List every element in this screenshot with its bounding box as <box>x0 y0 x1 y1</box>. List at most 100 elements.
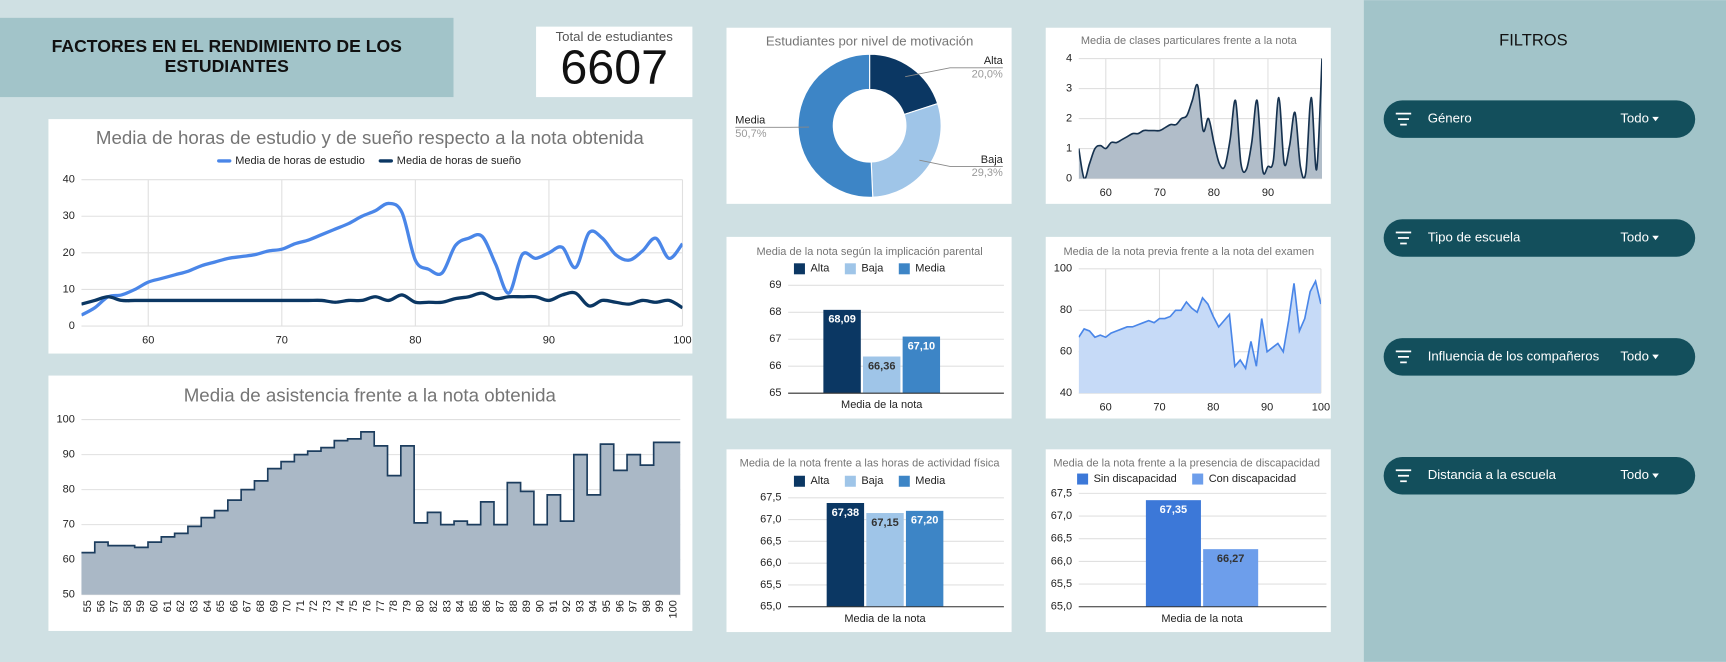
filter-dropdown[interactable]: Tipo de escuela Todo <box>1383 219 1696 257</box>
y-tick-label: 1 <box>1066 142 1072 154</box>
x-tick-label: 80 <box>1207 401 1219 413</box>
x-tick-label: 84 <box>455 600 467 612</box>
x-tick-label: 79 <box>401 600 413 612</box>
x-tick-label: 56 <box>95 600 107 612</box>
y-tick-label: 66,5 <box>760 535 781 547</box>
x-tick-label: 80 <box>409 334 421 346</box>
x-tick-label: 97 <box>628 600 640 612</box>
legend-swatch <box>844 263 856 275</box>
chart: Media de la nota previa frente a la nota… <box>1045 236 1331 419</box>
y-tick-label: 100 <box>1054 263 1072 275</box>
x-tick-label: 57 <box>109 600 121 612</box>
x-tick-label: 90 <box>1261 401 1273 413</box>
x-tick-label: 63 <box>188 600 200 612</box>
y-tick-label: 65 <box>769 387 781 399</box>
legend-swatch <box>793 263 805 275</box>
slice-label: Baja <box>981 154 1004 166</box>
x-tick-label: 86 <box>481 600 493 612</box>
chart-title: Media de la nota frente a las horas de a… <box>740 458 1001 470</box>
x-tick-label: 100 <box>1312 401 1330 413</box>
legend-label: Media de horas de estudio <box>235 155 365 167</box>
x-tick-label: 94 <box>588 600 600 612</box>
y-tick-label: 67,0 <box>760 513 781 525</box>
y-tick-label: 4 <box>1066 52 1072 64</box>
chart-title: Estudiantes por nivel de motivación <box>766 34 973 49</box>
x-tick-label: 60 <box>142 334 154 346</box>
bar-value-label: 67,15 <box>871 517 899 529</box>
bar-value-label: 68,09 <box>828 314 856 326</box>
filter-dropdown[interactable]: Influencia de los compañeros Todo <box>1383 338 1696 376</box>
bar <box>823 309 861 394</box>
bar <box>866 513 904 607</box>
filter-dropdown[interactable]: Género Todo <box>1383 100 1696 138</box>
donut-slice <box>870 102 942 198</box>
x-tick-label: 91 <box>548 600 560 612</box>
x-tick-label: 67 <box>242 600 254 612</box>
legend-label: Sin discapacidad <box>1094 473 1177 485</box>
legend: Alta Baja Media <box>793 263 946 275</box>
bar <box>863 356 901 394</box>
y-tick-label: 65,0 <box>760 601 781 613</box>
kpi-value: 6607 <box>560 40 668 94</box>
filter-value: Todo <box>1620 348 1649 363</box>
step-line <box>81 431 681 554</box>
filter-label: Género <box>1428 111 1472 126</box>
x-tick-label: 100 <box>673 334 691 346</box>
leader-line <box>905 67 1003 78</box>
chart-title: Media de clases particulares frente a la… <box>1081 35 1298 47</box>
x-tick-label: 60 <box>149 600 161 612</box>
y-tick-label: 65,0 <box>1051 601 1072 613</box>
x-tick-label: 90 <box>534 600 546 612</box>
x-tick-label: 96 <box>614 600 626 612</box>
y-tick-label: 66 <box>769 360 781 372</box>
legend-label: Baja <box>861 475 884 487</box>
filter-dropdown[interactable]: Distancia a la escuela Todo <box>1383 457 1696 495</box>
legend: Alta Baja Media <box>793 475 946 487</box>
y-tick-label: 10 <box>63 283 75 295</box>
y-tick-label: 69 <box>769 279 781 291</box>
y-tick-label: 2 <box>1066 112 1072 124</box>
bar <box>902 336 941 394</box>
legend-label: Media <box>915 475 946 487</box>
x-tick-label: 80 <box>415 600 427 612</box>
bar-value-label: 67,10 <box>908 340 936 352</box>
x-tick-label: 59 <box>135 600 147 612</box>
x-tick-label: Media de la nota <box>1161 613 1243 625</box>
x-tick-label: 60 <box>1100 187 1112 199</box>
filter-pill[interactable] <box>1383 457 1696 495</box>
chart: Media de asistencia frente a la nota obt… <box>48 375 693 631</box>
filter-pill[interactable] <box>1383 338 1696 376</box>
filter-pill[interactable] <box>1383 100 1696 138</box>
legend-label: Alta <box>810 475 830 487</box>
legend-swatch <box>898 475 910 487</box>
donut-slice <box>797 53 874 198</box>
filter-label: Tipo de escuela <box>1428 229 1521 244</box>
bar <box>826 502 865 607</box>
x-tick-label: 76 <box>361 600 373 612</box>
x-tick-label: 95 <box>601 600 613 612</box>
x-tick-label: 85 <box>468 600 480 612</box>
header-title: FACTORES EN EL RENDIMIENTO DE LOS ESTUDI… <box>51 37 402 77</box>
area-line <box>1078 278 1321 371</box>
bar-value-label: 66,27 <box>1217 553 1245 565</box>
chart: Media de clases particulares frente a la… <box>1045 27 1331 204</box>
chart: Media de la nota según la implicación pa… <box>726 236 1012 419</box>
area-fill <box>1078 58 1323 179</box>
y-tick-label: 40 <box>63 174 75 186</box>
x-tick-label: 61 <box>162 600 174 612</box>
legend-label: Con discapacidad <box>1209 473 1296 485</box>
x-tick-label: 82 <box>428 600 440 612</box>
y-tick-label: 67,0 <box>1051 510 1072 522</box>
filter-value: Todo <box>1620 467 1649 482</box>
legend-label: Media <box>915 263 946 275</box>
legend-label: Alta <box>810 263 830 275</box>
filter-value: Todo <box>1620 229 1649 244</box>
y-tick-label: 40 <box>1060 387 1072 399</box>
chart-title: Media de asistencia frente a la nota obt… <box>184 384 557 405</box>
y-tick-label: 67,5 <box>1051 487 1072 499</box>
series-line <box>81 290 683 310</box>
filter-caret <box>1652 235 1659 241</box>
filter-pill[interactable] <box>1383 219 1696 257</box>
y-tick-label: 66,0 <box>1051 555 1072 567</box>
